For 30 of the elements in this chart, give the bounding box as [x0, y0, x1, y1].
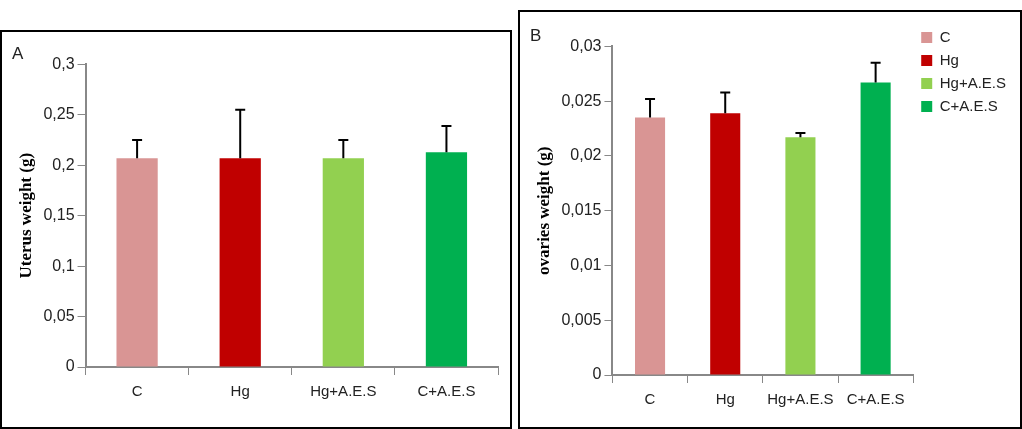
y-tick-label: 0,1: [52, 256, 75, 274]
y-tick-label: 0,015: [561, 201, 602, 219]
x-tick-label: Hg+A.E.S: [767, 390, 834, 408]
y-tick-label: 0,25: [43, 105, 75, 123]
legend-label: Hg: [939, 50, 959, 68]
y-tick-label: 0,3: [52, 54, 75, 72]
x-tick-label: C: [644, 390, 656, 408]
y-axis-title: ovaries weight (g): [533, 146, 553, 275]
x-tick-label: Hg: [715, 390, 735, 408]
x-tick-label: C: [131, 382, 143, 400]
legend-label: Hg+A.E.S: [939, 73, 1007, 91]
y-tick-label: 0: [65, 357, 75, 375]
legend-label: C: [939, 27, 951, 45]
y-tick-label: 0,02: [570, 146, 602, 164]
y-tick-label: 0,03: [570, 36, 602, 54]
y-tick-label: 0,005: [561, 310, 602, 328]
y-tick-label: 0,2: [52, 155, 75, 173]
y-tick-label: 0,05: [43, 306, 75, 324]
y-axis-title: Uterus weight (g): [15, 152, 35, 279]
x-tick-label: C+A.E.S: [417, 382, 476, 400]
y-tick-label: 0,01: [570, 255, 602, 273]
x-tick-label: Hg+A.E.S: [310, 382, 377, 400]
y-tick-label: 0,15: [43, 206, 75, 224]
y-tick-label: 0,025: [561, 91, 602, 109]
x-tick-label: C+A.E.S: [846, 390, 905, 408]
legend-label: C+A.E.S: [939, 96, 998, 114]
y-tick-label: 0: [592, 365, 602, 383]
x-tick-label: Hg: [230, 382, 250, 400]
chart-title: A: [12, 43, 24, 63]
chart-title: B: [530, 25, 542, 45]
